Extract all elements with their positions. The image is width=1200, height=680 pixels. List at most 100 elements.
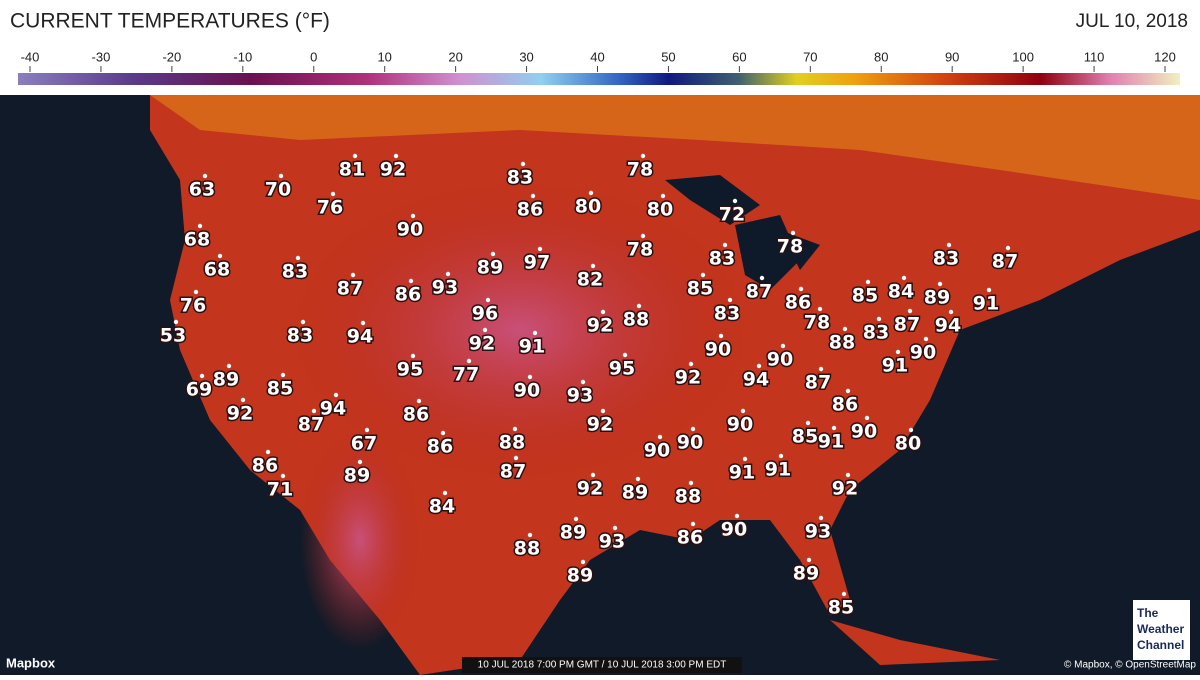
- temperature-label: 83: [287, 325, 313, 347]
- station-dot: [217, 253, 223, 259]
- station-dot: [278, 173, 284, 179]
- scale-tick-label: 70: [803, 49, 817, 64]
- temperature-label: 88: [829, 332, 855, 354]
- station-dot: [173, 319, 179, 325]
- station-dot: [445, 271, 451, 277]
- temperature-label: 86: [427, 436, 453, 458]
- station-dot: [790, 230, 796, 236]
- station-dot: [718, 333, 724, 339]
- temperature-label: 80: [895, 433, 921, 455]
- title: CURRENT TEMPERATURES (°F): [10, 10, 330, 33]
- station-dot: [527, 374, 533, 380]
- logo-line: Weather: [1137, 622, 1184, 636]
- temperature-label: 89: [213, 369, 239, 391]
- temperature-label: 80: [647, 199, 673, 221]
- temperature-label: 93: [432, 277, 458, 299]
- temperature-label: 89: [622, 482, 648, 504]
- scale-tick-label: 50: [661, 49, 675, 64]
- temperature-label: 92: [380, 159, 406, 181]
- temperature-label: 94: [935, 315, 961, 337]
- temperature-label: 72: [719, 204, 745, 226]
- scale-tick-label: 10: [377, 49, 391, 64]
- station-dot: [841, 591, 847, 597]
- temperature-label: 69: [186, 379, 212, 401]
- station-dot: [590, 263, 596, 269]
- station-dot: [831, 425, 837, 431]
- temperature-label: 85: [792, 426, 818, 448]
- station-dot: [986, 287, 992, 293]
- canada: [150, 95, 1200, 200]
- station-dot: [580, 559, 586, 565]
- station-dot: [600, 408, 606, 414]
- attribution-left: Mapbox: [6, 655, 56, 670]
- station-dot: [352, 153, 358, 159]
- temperature-label: 86: [677, 527, 703, 549]
- station-dot: [588, 190, 594, 196]
- station-dot: [333, 392, 339, 398]
- scale-tick-label: 30: [519, 49, 533, 64]
- station-dot: [722, 242, 728, 248]
- station-dot: [742, 456, 748, 462]
- station-dot: [700, 272, 706, 278]
- temperature-label: 88: [623, 309, 649, 331]
- temperature-label: 80: [575, 196, 601, 218]
- temperature-label: 83: [507, 167, 533, 189]
- station-dot: [573, 516, 579, 522]
- temperature-label: 71: [267, 479, 293, 501]
- temperature-label: 91: [729, 462, 755, 484]
- station-dot: [727, 297, 733, 303]
- station-dot: [657, 434, 663, 440]
- temperature-label: 85: [828, 597, 854, 619]
- station-dot: [530, 193, 536, 199]
- station-dot: [393, 153, 399, 159]
- station-dot: [780, 343, 786, 349]
- temperature-label: 89: [567, 565, 593, 587]
- temperature-label: 90: [514, 380, 540, 402]
- station-dot: [937, 281, 943, 287]
- temperature-label: 86: [785, 292, 811, 314]
- station-dot: [300, 319, 306, 325]
- station-dot: [636, 303, 642, 309]
- scale-tick-label: 60: [732, 49, 746, 64]
- temperature-label: 90: [767, 349, 793, 371]
- station-dot: [778, 453, 784, 459]
- station-dot: [590, 472, 596, 478]
- station-dot: [513, 455, 519, 461]
- temperature-label: 93: [567, 385, 593, 407]
- great-lakes: [665, 175, 820, 290]
- temperature-label: 89: [560, 522, 586, 544]
- logo-line: The: [1137, 606, 1159, 620]
- temperature-label: 89: [793, 563, 819, 585]
- station-dot: [357, 459, 363, 465]
- temperature-label: 70: [265, 179, 291, 201]
- station-dot: [330, 191, 336, 197]
- temperature-label: 96: [472, 303, 498, 325]
- station-dot: [759, 275, 765, 281]
- station-dot: [817, 306, 823, 312]
- station-dot: [946, 242, 952, 248]
- temperature-label: 63: [189, 179, 215, 201]
- scale-tick-label: 110: [1084, 49, 1105, 64]
- temperature-label: 90: [721, 519, 747, 541]
- temperature-label: 83: [282, 261, 308, 283]
- temperature-label: 78: [627, 239, 653, 261]
- temperature-label: 87: [894, 314, 920, 336]
- temperature-label: 88: [499, 432, 525, 454]
- heat-zone: [300, 430, 420, 650]
- station-dot: [580, 379, 586, 385]
- station-dot: [197, 223, 203, 229]
- scale-tick-label: 40: [590, 49, 604, 64]
- temperature-label: 82: [577, 269, 603, 291]
- date: JUL 10, 2018: [1076, 11, 1188, 32]
- temperature-label: 78: [777, 236, 803, 258]
- station-dot: [908, 427, 914, 433]
- temperature-label: 94: [743, 369, 769, 391]
- station-dot: [410, 213, 416, 219]
- temperature-label: 67: [351, 433, 377, 455]
- station-dot: [193, 289, 199, 295]
- temperature-label: 85: [852, 285, 878, 307]
- station-dot: [482, 327, 488, 333]
- scale-tick-label: -20: [162, 49, 181, 64]
- temperature-label: 95: [609, 358, 635, 380]
- temperature-label: 90: [910, 342, 936, 364]
